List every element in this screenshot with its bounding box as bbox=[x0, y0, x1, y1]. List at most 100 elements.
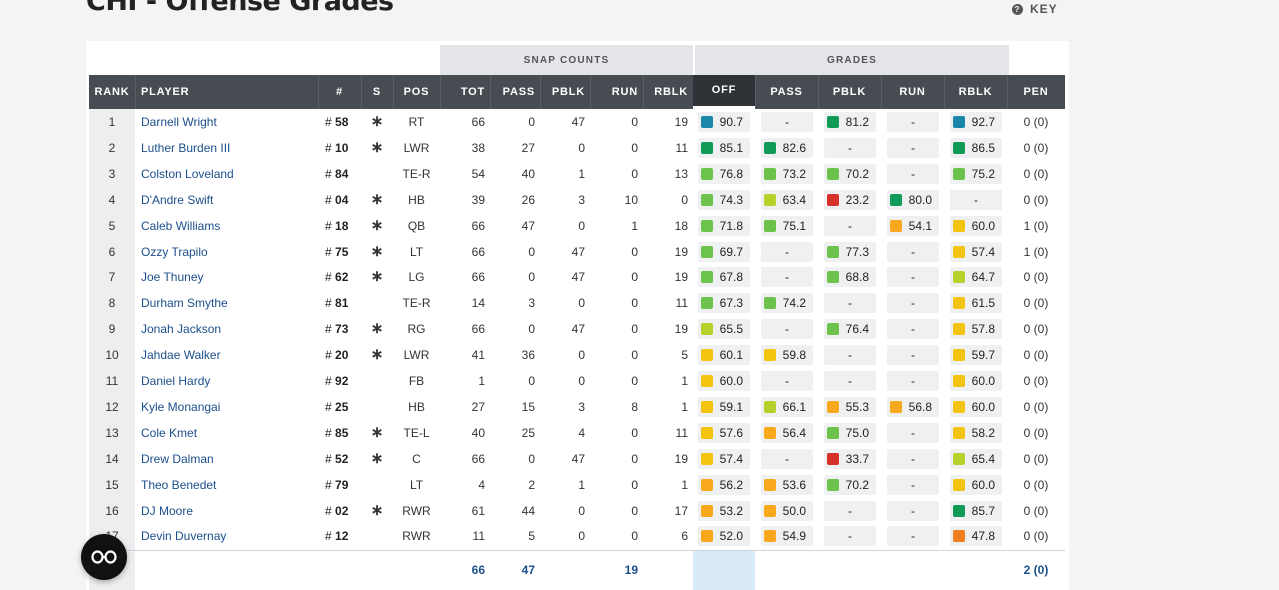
grade-badge: - bbox=[887, 319, 939, 340]
grade-badge: 56.4 bbox=[761, 422, 813, 443]
grade-color-swatch bbox=[701, 297, 713, 310]
snap-pblk-cell: 0 bbox=[578, 348, 585, 363]
col-grade-run[interactable]: RUN bbox=[899, 86, 926, 98]
grade-badge: 82.6 bbox=[761, 137, 813, 158]
player-link[interactable]: Ozzy Trapilo bbox=[141, 244, 208, 259]
col-grade-pblk[interactable]: PBLK bbox=[832, 86, 867, 98]
player-link[interactable]: Devin Duvernay bbox=[141, 529, 227, 544]
col-grade-off[interactable]: OFF bbox=[693, 75, 755, 109]
grade-badge: - bbox=[824, 215, 876, 236]
grade-badge: - bbox=[887, 293, 939, 314]
penalty-cell: 0 (0) bbox=[1023, 374, 1049, 388]
grade-value: 71.8 bbox=[719, 218, 743, 233]
grade-badge: 68.8 bbox=[824, 267, 876, 288]
player-link[interactable]: Drew Dalman bbox=[141, 451, 214, 466]
player-link[interactable]: Luther Burden III bbox=[141, 140, 231, 155]
col-player[interactable]: PLAYER bbox=[141, 86, 190, 98]
snap-tot-cell: 66 bbox=[471, 218, 485, 233]
col-pblk[interactable]: PBLK bbox=[551, 86, 585, 98]
grade-badge: - bbox=[887, 526, 939, 547]
col-rank[interactable]: RANK bbox=[94, 86, 130, 98]
grade-color-swatch bbox=[827, 323, 839, 336]
grade-badge: 71.8 bbox=[698, 215, 750, 236]
grade-badge: 66.1 bbox=[761, 396, 813, 417]
snap-tot-cell: 66 bbox=[471, 451, 485, 466]
rank-cell: 7 bbox=[108, 270, 116, 285]
grade-color-swatch bbox=[764, 141, 776, 154]
jersey-number: # 81 bbox=[325, 296, 349, 311]
table-row: 16 DJ Moore # 02 ∗ RWR 61 44 0 0 17 53.2 50.0 - - 85.7… bbox=[89, 498, 1065, 524]
grade-color-swatch bbox=[827, 271, 839, 284]
grade-value: - bbox=[785, 451, 789, 466]
col-grade-rblk[interactable]: RBLK bbox=[958, 86, 993, 98]
grade-value: - bbox=[911, 374, 915, 388]
jersey-number: # 85 bbox=[325, 425, 349, 440]
player-link[interactable]: Joe Thuney bbox=[141, 270, 204, 285]
glasses-icon[interactable] bbox=[81, 534, 127, 580]
col-pos[interactable]: POS bbox=[403, 86, 430, 98]
player-link[interactable]: Colston Loveland bbox=[141, 166, 234, 181]
player-link[interactable]: Durham Smythe bbox=[141, 296, 228, 311]
key-button[interactable]: ? KEY bbox=[1012, 2, 1058, 16]
grade-badge: - bbox=[887, 241, 939, 262]
player-link[interactable]: Kyle Monangai bbox=[141, 399, 221, 414]
snap-pblk-cell: 0 bbox=[578, 140, 585, 155]
grade-value: - bbox=[848, 218, 852, 233]
snap-run-cell: 0 bbox=[631, 477, 638, 492]
grade-value: 58.2 bbox=[971, 425, 995, 440]
player-link[interactable]: Jahdae Walker bbox=[141, 348, 221, 363]
col-run[interactable]: RUN bbox=[611, 86, 638, 98]
player-link[interactable]: Jonah Jackson bbox=[141, 322, 222, 337]
grade-color-swatch bbox=[953, 478, 965, 491]
grade-color-swatch bbox=[701, 349, 713, 362]
grade-color-swatch bbox=[953, 323, 965, 336]
player-link[interactable]: Daniel Hardy bbox=[141, 374, 211, 388]
penalty-cell: 0 (0) bbox=[1023, 322, 1049, 337]
snap-run-cell: 8 bbox=[631, 399, 638, 414]
player-link[interactable]: DJ Moore bbox=[141, 503, 194, 518]
snap-run-cell: 0 bbox=[631, 529, 638, 544]
starter-icon: ∗ bbox=[370, 242, 384, 260]
snap-run-cell: 0 bbox=[631, 322, 638, 337]
snap-pblk-cell: 0 bbox=[578, 503, 585, 518]
snap-tot-cell: 66 bbox=[471, 322, 485, 337]
snap-run-cell: 0 bbox=[631, 115, 638, 129]
grade-value: - bbox=[785, 115, 789, 129]
player-link[interactable]: Caleb Williams bbox=[141, 218, 221, 233]
player-link[interactable]: Cole Kmet bbox=[141, 425, 198, 440]
snap-pblk-cell: 1 bbox=[578, 477, 585, 492]
player-link[interactable]: D'Andre Swift bbox=[141, 192, 214, 207]
jersey-number-value: 02 bbox=[335, 503, 349, 518]
col-pass[interactable]: PASS bbox=[502, 86, 535, 98]
grade-value: 75.1 bbox=[782, 218, 806, 233]
grade-badge: 33.7 bbox=[824, 448, 876, 469]
grade-value: - bbox=[848, 140, 852, 155]
snap-rblk-cell: 11 bbox=[675, 296, 688, 311]
jersey-number: # 84 bbox=[325, 166, 349, 181]
snap-tot-cell: 38 bbox=[471, 140, 485, 155]
player-link[interactable]: Darnell Wright bbox=[141, 115, 217, 129]
col-rblk[interactable]: RBLK bbox=[654, 86, 688, 98]
grade-badge: 60.1 bbox=[698, 345, 750, 366]
grade-badge: - bbox=[887, 422, 939, 443]
grade-value: 67.3 bbox=[719, 296, 743, 311]
player-link[interactable]: Theo Benedet bbox=[141, 477, 217, 492]
grade-badge: 60.0 bbox=[950, 474, 1002, 495]
col-number[interactable]: # bbox=[336, 86, 343, 98]
snap-run-cell: 0 bbox=[631, 374, 638, 388]
snap-pass-cell: 36 bbox=[521, 348, 535, 363]
table-row: 17Devin Duvernay# 12RWR11500652.054.9--4… bbox=[89, 523, 1065, 549]
col-pen[interactable]: PEN bbox=[1023, 86, 1049, 98]
grade-badge: 75.2 bbox=[950, 163, 1002, 184]
rank-cell: 14 bbox=[105, 451, 119, 466]
col-grade-pass[interactable]: PASS bbox=[770, 86, 803, 98]
grade-badge: 75.1 bbox=[761, 215, 813, 236]
grade-color-swatch bbox=[953, 271, 965, 284]
col-starter[interactable]: S bbox=[372, 86, 382, 98]
col-tot[interactable]: TOT bbox=[460, 86, 485, 98]
grade-value: - bbox=[911, 348, 915, 363]
jersey-number: # 58 bbox=[325, 115, 349, 129]
rank-cell: 16 bbox=[105, 503, 119, 518]
snap-pass-cell: 27 bbox=[521, 140, 535, 155]
jersey-number-value: 52 bbox=[335, 451, 349, 466]
